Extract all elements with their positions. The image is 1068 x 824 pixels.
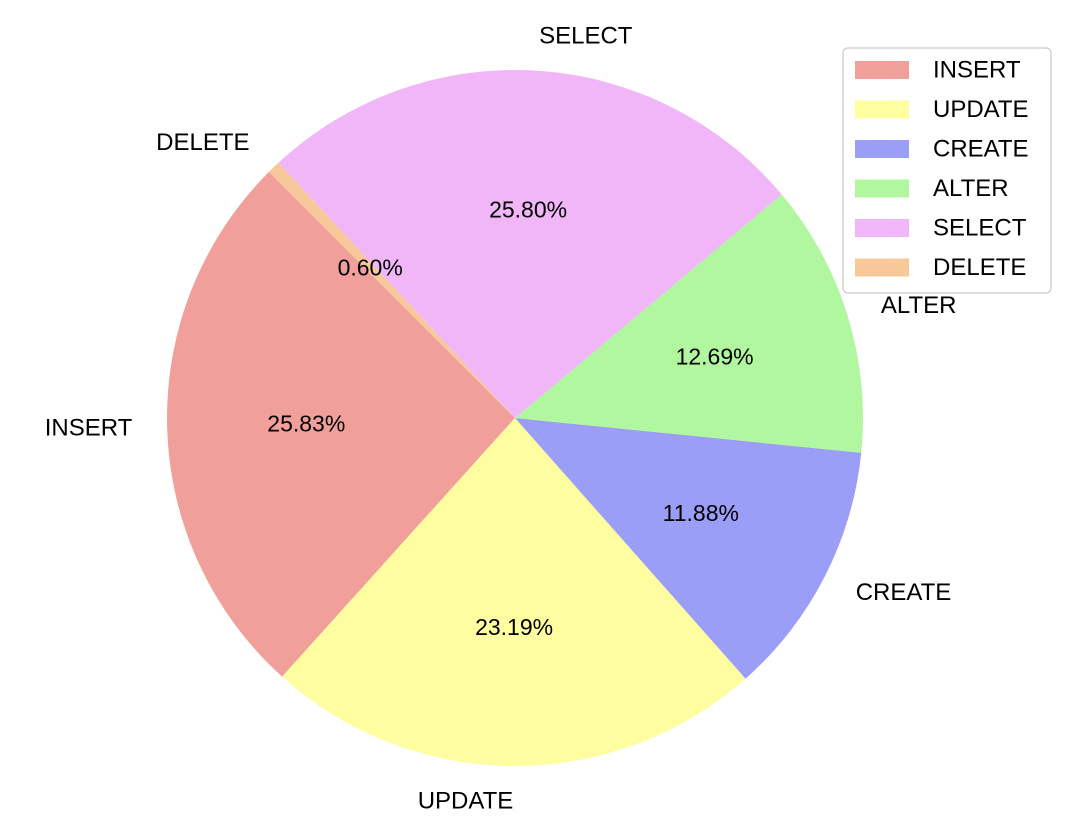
legend-label-create: CREATE xyxy=(933,136,1029,163)
legend-swatch-select xyxy=(855,219,909,237)
percent-labels: 25.83% 23.19% 11.88% 12.69% 25.80% 0.60% xyxy=(267,197,753,640)
pie-slice-select xyxy=(278,70,782,418)
percent-label-alter: 12.69% xyxy=(676,344,754,370)
percent-label-create: 11.88% xyxy=(663,500,739,526)
legend: INSERT UPDATE CREATE ALTER SELECT DELETE xyxy=(842,47,1052,294)
pie-slice-update xyxy=(282,418,746,766)
legend-label-insert: INSERT xyxy=(933,57,1021,84)
pie-slices xyxy=(167,70,864,766)
legend-label-delete: DELETE xyxy=(933,254,1026,281)
pie-slice-insert xyxy=(167,171,516,677)
percent-label-select: 25.80% xyxy=(489,197,567,223)
legend-label-alter: ALTER xyxy=(933,175,1009,202)
pie-slice-delete xyxy=(268,162,515,418)
legend-label-select: SELECT xyxy=(933,215,1027,242)
legend-swatch-alter xyxy=(855,179,909,198)
legend-swatch-create xyxy=(855,140,909,158)
category-label-alter: ALTER xyxy=(881,292,957,319)
legend-swatch-update xyxy=(855,100,909,119)
percent-label-update: 23.19% xyxy=(475,614,553,640)
category-labels: INSERT UPDATE CREATE ALTER SELECT DELETE xyxy=(45,23,957,815)
legend-swatch-insert xyxy=(855,61,909,79)
category-label-select: SELECT xyxy=(539,23,633,50)
legend-label-update: UPDATE xyxy=(933,96,1029,123)
percent-label-insert: 25.83% xyxy=(267,411,345,437)
category-label-create: CREATE xyxy=(856,579,952,606)
percent-label-delete: 0.60% xyxy=(338,255,403,281)
legend-swatch-delete xyxy=(855,258,909,277)
category-label-insert: INSERT xyxy=(45,415,133,442)
pie-slice-alter xyxy=(515,194,864,453)
pie-slice-create xyxy=(515,418,862,679)
category-label-update: UPDATE xyxy=(418,787,514,814)
category-label-delete: DELETE xyxy=(156,129,249,156)
